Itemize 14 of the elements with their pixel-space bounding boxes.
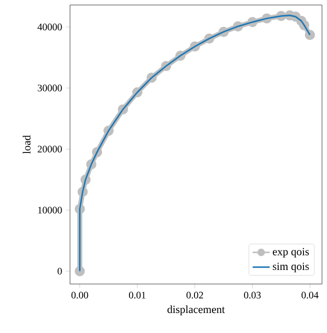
x-tick-label: 0.01 <box>128 292 146 299</box>
y-axis-title: load <box>22 135 30 154</box>
y-tick-label: 30000 <box>38 84 62 92</box>
x-tick-label: 0.04 <box>302 292 318 299</box>
x-axis-title: displacement <box>167 305 225 316</box>
legend-label: exp qois <box>272 248 309 258</box>
y-tick-label: 40000 <box>38 24 62 30</box>
x-tick-label: 0.02 <box>186 292 204 299</box>
y-tick-label: 0 <box>58 268 62 275</box>
y-tick-label: 10000 <box>38 206 62 214</box>
y-tick-label: 20000 <box>38 146 62 152</box>
x-tick-label: 0.03 <box>244 292 261 299</box>
x-tick-label: 0.00 <box>71 292 88 299</box>
legend-label: sim qois <box>272 262 309 272</box>
